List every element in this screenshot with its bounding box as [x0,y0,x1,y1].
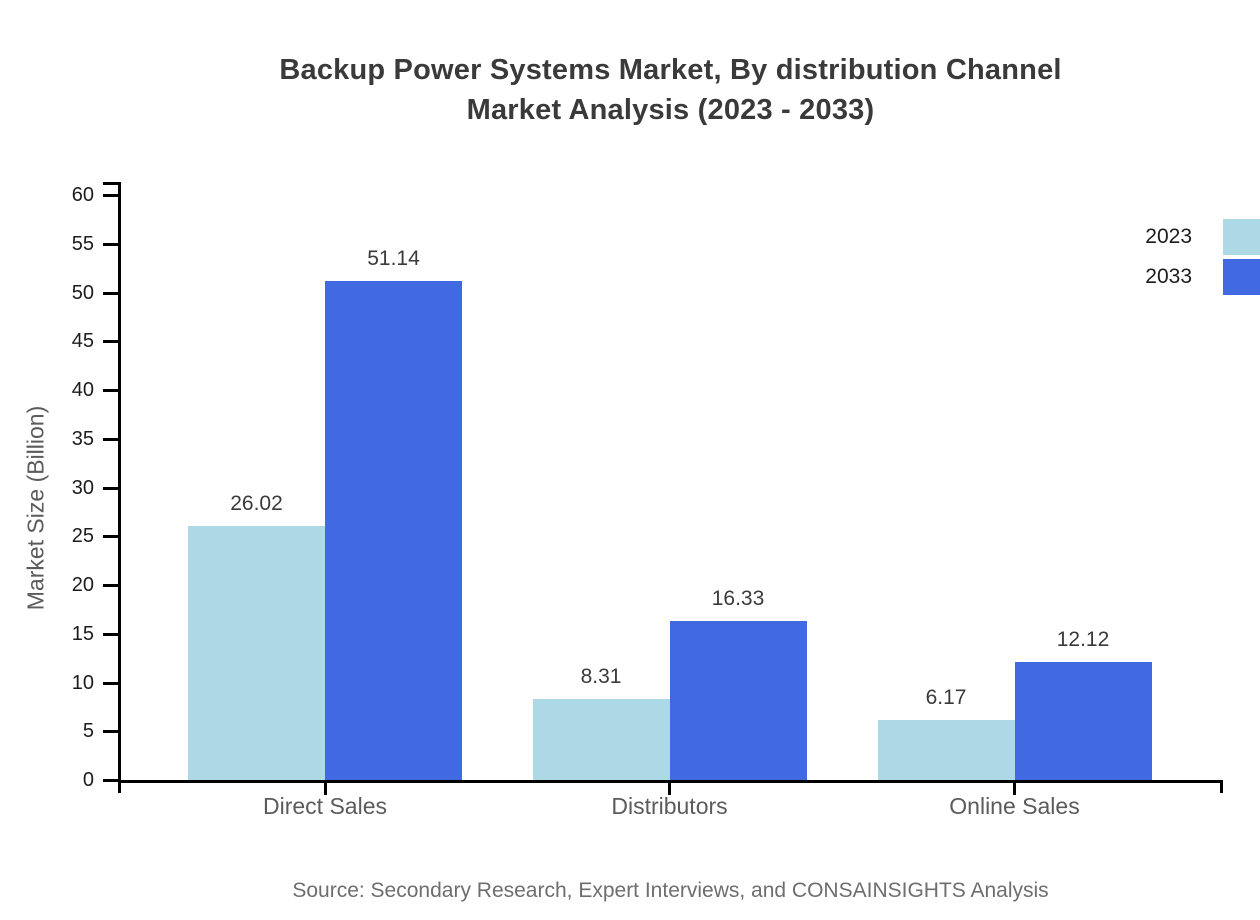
y-tick-50 [103,291,118,295]
y-tick-label-35: 35 [71,427,94,450]
x-tick-distributors [668,780,671,795]
category-label-online-sales: Online Sales [949,793,1080,819]
x-tick-direct-sales [323,780,327,795]
y-tick-label-5: 5 [82,720,94,743]
y-tick-label-30: 30 [71,476,94,499]
bar-2023-distributors [532,698,670,780]
chart-title: Backup Power Systems Market, By distribu… [118,50,1223,130]
plot-area: 0 5 10 15 20 25 30 35 40 45 50 55 60 26.02 51.14 Direc… [72,182,1223,819]
bar-2033-direct-sales [325,281,462,780]
bar-2023-direct-sales [188,526,325,780]
x-tick-online-sales [1013,780,1016,795]
y-tick-label-55: 55 [71,232,94,255]
value-label-2023-direct-sales: 26.02 [230,492,283,516]
y-tick-label-50: 50 [71,281,94,304]
category-label-distributors: Distributors [611,793,728,819]
y-tick-60 [103,194,118,197]
y-tick-20 [103,584,118,587]
y-tick-0 [103,779,118,782]
y-tick-45 [103,340,118,344]
y-tick-10 [103,681,118,685]
bar-2033-online-sales [1014,661,1152,780]
y-tick-label-25: 25 [71,525,94,548]
legend-label-2033: 2033 [1145,265,1192,288]
y-tick-label-15: 15 [71,622,94,645]
value-label-2033-direct-sales: 51.14 [367,247,420,271]
y-axis-top-cap [103,182,118,185]
legend-swatch-2033 [1223,259,1260,295]
x-axis-end-cap [1220,780,1223,793]
chart-title-line2: Market Analysis (2023 - 2033) [466,94,875,126]
value-label-2023-online-sales: 6.17 [925,685,967,709]
y-tick-label-20: 20 [71,574,94,596]
y-tick-55 [103,242,118,246]
y-tick-label-0: 0 [82,769,94,791]
y-tick-25 [103,535,118,539]
value-label-2033-online-sales: 12.12 [1056,627,1110,651]
source-note: Source: Secondary Research, Expert Inter… [292,879,1049,902]
legend-row-2033: 2033 [1145,259,1260,295]
y-tick-30 [103,486,118,490]
y-tick-5 [103,730,118,734]
value-label-2033-distributors: 16.33 [711,586,765,610]
y-axis-line [118,182,121,793]
y-tick-label-40: 40 [71,379,94,401]
y-tick-label-45: 45 [71,330,94,353]
bar-2033-distributors [669,620,807,780]
value-label-2023-distributors: 8.31 [580,664,622,688]
chart-title-line1: Backup Power Systems Market, By distribu… [279,54,1062,86]
legend-label-2023: 2023 [1145,225,1192,248]
legend-swatch-2023 [1223,219,1260,255]
y-tick-40 [103,389,118,392]
legend-row-2023: 2023 [1145,219,1260,255]
category-label-direct-sales: Direct Sales [263,793,387,819]
y-tick-label-60: 60 [71,184,94,206]
y-tick-35 [103,437,118,441]
y-tick-label-10: 10 [71,671,94,694]
bar-2023-online-sales [877,719,1015,780]
y-tick-15 [103,632,118,636]
legend: 2023 2033 [1145,219,1260,299]
